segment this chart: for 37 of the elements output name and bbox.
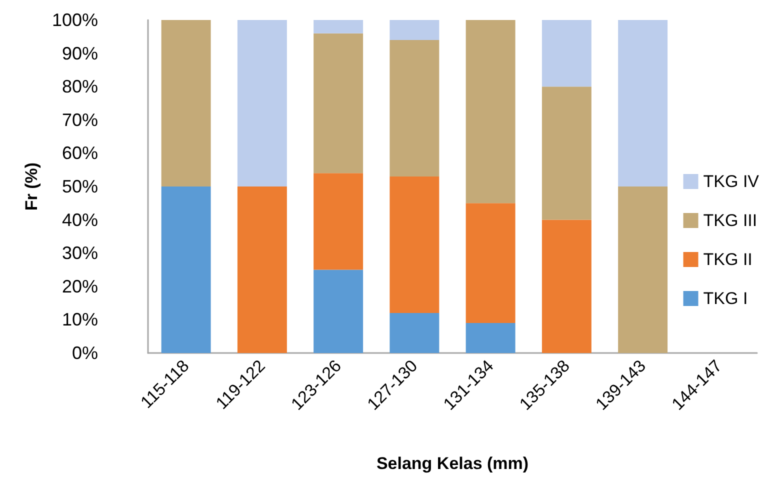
bar xyxy=(542,20,592,87)
bar xyxy=(542,220,592,353)
x-axis-title: Selang Kelas (mm) xyxy=(376,454,529,473)
y-tick-label: 0% xyxy=(72,343,98,363)
y-tick-label: 40% xyxy=(62,210,98,230)
y-tick-label: 50% xyxy=(62,176,98,196)
bar xyxy=(161,20,211,186)
y-tick-label: 20% xyxy=(62,276,98,296)
bar xyxy=(542,86,592,220)
bar xyxy=(314,270,364,353)
y-tick-label: 80% xyxy=(62,76,98,97)
bar xyxy=(390,40,440,177)
bar xyxy=(314,33,364,174)
legend-label: TKG IV xyxy=(703,172,760,191)
y-tick-label: 60% xyxy=(62,143,98,164)
y-axis-title: Fr (%) xyxy=(22,162,41,211)
y-tick-label: 90% xyxy=(62,43,98,64)
y-tick-label: 100% xyxy=(52,10,98,30)
bar xyxy=(314,173,364,270)
legend-label: TKG I xyxy=(703,289,748,308)
bar xyxy=(314,20,364,34)
bar xyxy=(390,313,440,353)
bar xyxy=(237,186,287,353)
legend-label: TKG III xyxy=(703,211,758,230)
bar xyxy=(237,20,287,186)
bar xyxy=(161,186,211,353)
bar xyxy=(618,20,668,186)
bar xyxy=(466,203,516,324)
y-tick-label: 30% xyxy=(62,243,98,264)
bar xyxy=(466,20,516,204)
y-tick-label: 10% xyxy=(62,310,98,330)
bar xyxy=(466,323,516,353)
legend-label: TKG II xyxy=(703,250,752,269)
y-tick-label: 70% xyxy=(62,110,98,130)
bar xyxy=(618,186,668,353)
bar xyxy=(390,20,440,40)
bar xyxy=(390,176,440,314)
